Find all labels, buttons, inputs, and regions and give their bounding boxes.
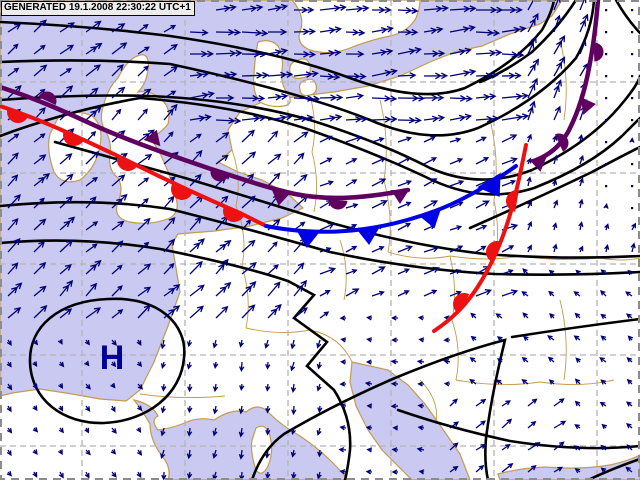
warm-front	[0, 104, 268, 228]
occluded-front	[0, 84, 411, 210]
country-border	[339, 239, 347, 301]
country-border	[455, 379, 615, 386]
land-island	[299, 78, 317, 97]
country-border	[559, 299, 567, 381]
isobar	[0, 74, 640, 181]
country-border	[559, 39, 567, 121]
isobar	[28, 297, 186, 425]
isobar	[0, 0, 596, 137]
sea-area	[349, 361, 471, 480]
isobar	[510, 317, 640, 339]
country-border	[449, 255, 459, 381]
isobar	[250, 338, 507, 480]
isobar	[53, 140, 640, 259]
country-border	[309, 95, 317, 213]
country-border	[139, 393, 226, 399]
warm-front	[432, 143, 528, 333]
cold-front	[264, 164, 518, 248]
isobar	[0, 0, 556, 96]
isobar	[0, 96, 640, 196]
high-pressure-label: H	[100, 339, 125, 377]
isobar	[614, 0, 640, 35]
generated-timestamp: GENERATED 19.1.2008 22:30:22 UTC+1	[1, 1, 195, 16]
occluded-front	[529, 0, 604, 172]
isobar	[0, 200, 640, 276]
isobar	[0, 239, 352, 480]
isobar	[468, 145, 640, 230]
